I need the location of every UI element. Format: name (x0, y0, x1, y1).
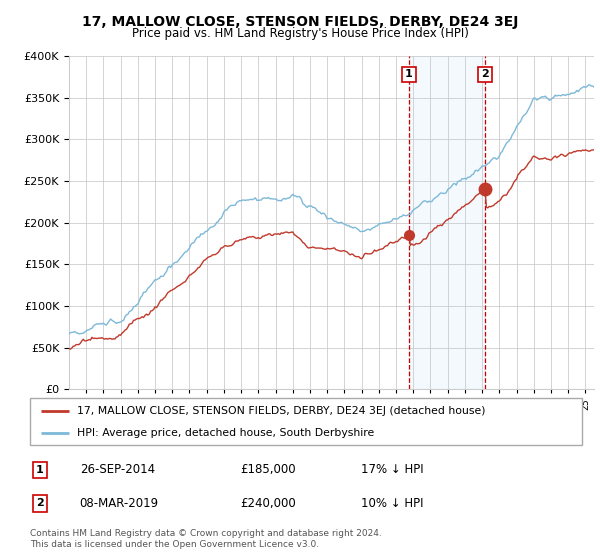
Text: 2: 2 (481, 69, 489, 80)
FancyBboxPatch shape (30, 398, 582, 445)
Text: 17, MALLOW CLOSE, STENSON FIELDS, DERBY, DE24 3EJ (detached house): 17, MALLOW CLOSE, STENSON FIELDS, DERBY,… (77, 406, 485, 416)
Text: 17, MALLOW CLOSE, STENSON FIELDS, DERBY, DE24 3EJ: 17, MALLOW CLOSE, STENSON FIELDS, DERBY,… (82, 15, 518, 29)
Text: 2: 2 (36, 498, 44, 508)
Text: 17% ↓ HPI: 17% ↓ HPI (361, 463, 424, 477)
Text: 10% ↓ HPI: 10% ↓ HPI (361, 497, 424, 510)
Text: Price paid vs. HM Land Registry's House Price Index (HPI): Price paid vs. HM Land Registry's House … (131, 27, 469, 40)
Text: Contains HM Land Registry data © Crown copyright and database right 2024.
This d: Contains HM Land Registry data © Crown c… (30, 529, 382, 549)
Bar (409, 56, 485, 389)
Text: 1: 1 (36, 465, 44, 475)
Text: 1: 1 (405, 69, 413, 80)
Text: 08-MAR-2019: 08-MAR-2019 (80, 497, 159, 510)
Text: 26-SEP-2014: 26-SEP-2014 (80, 463, 155, 477)
Text: HPI: Average price, detached house, South Derbyshire: HPI: Average price, detached house, Sout… (77, 428, 374, 438)
Text: £240,000: £240,000 (240, 497, 296, 510)
Text: £185,000: £185,000 (240, 463, 295, 477)
